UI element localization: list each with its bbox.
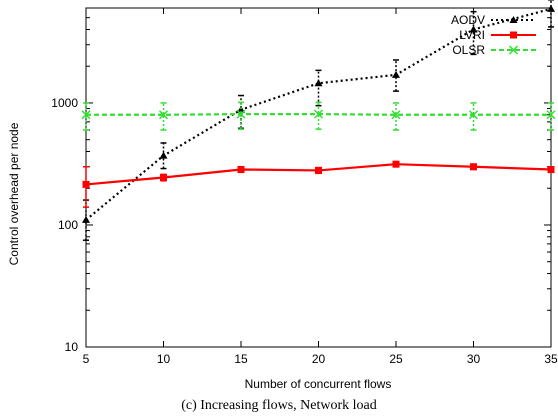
- y-tick-label: 10: [65, 340, 79, 354]
- legend-marker-lvri: [510, 31, 517, 39]
- lvri-point: [237, 165, 245, 173]
- y-tick-label: 1000: [51, 96, 78, 110]
- aodv-point: [469, 25, 478, 33]
- x-axis-label: Number of concurrent flows: [245, 377, 392, 391]
- aodv-point: [547, 4, 555, 12]
- legend-label-olsr: OLSR: [452, 43, 485, 57]
- aodv-point: [237, 105, 245, 113]
- x-tick-label: 15: [234, 352, 248, 366]
- y-axis-label: Control overhead per node: [7, 122, 21, 265]
- x-tick-label: 5: [83, 352, 90, 366]
- olsr-point: [81, 110, 91, 120]
- lvri-point: [470, 163, 477, 171]
- x-tick-label: 10: [157, 352, 171, 366]
- aodv-point: [82, 215, 90, 223]
- aodv-point: [392, 70, 400, 78]
- legend-marker-olsr: [508, 45, 519, 55]
- olsr-point: [236, 109, 246, 119]
- olsr-point: [468, 110, 479, 120]
- legend-marker-aodv: [509, 16, 518, 23]
- lvri-point: [160, 173, 167, 181]
- figure-caption: (c) Increasing flows, Network load: [181, 398, 377, 413]
- olsr-point: [546, 110, 556, 120]
- olsr-point: [313, 109, 324, 119]
- lvri-point: [547, 165, 555, 173]
- y-tick-label: 100: [58, 218, 78, 232]
- aodv-point: [159, 151, 168, 159]
- legend-label-lvri: LVRI: [459, 28, 485, 42]
- x-tick-label: 20: [312, 352, 326, 366]
- x-tick-label: 35: [544, 352, 558, 366]
- lvri-point: [392, 160, 400, 168]
- legend-label-aodv: AODV: [451, 13, 485, 27]
- lvri-point: [82, 180, 90, 188]
- x-tick-label: 25: [389, 352, 403, 366]
- olsr-point: [391, 110, 401, 120]
- aodv-point: [314, 79, 323, 87]
- x-tick-label: 30: [467, 352, 481, 366]
- lvri-point: [315, 166, 322, 174]
- olsr-point: [158, 110, 169, 120]
